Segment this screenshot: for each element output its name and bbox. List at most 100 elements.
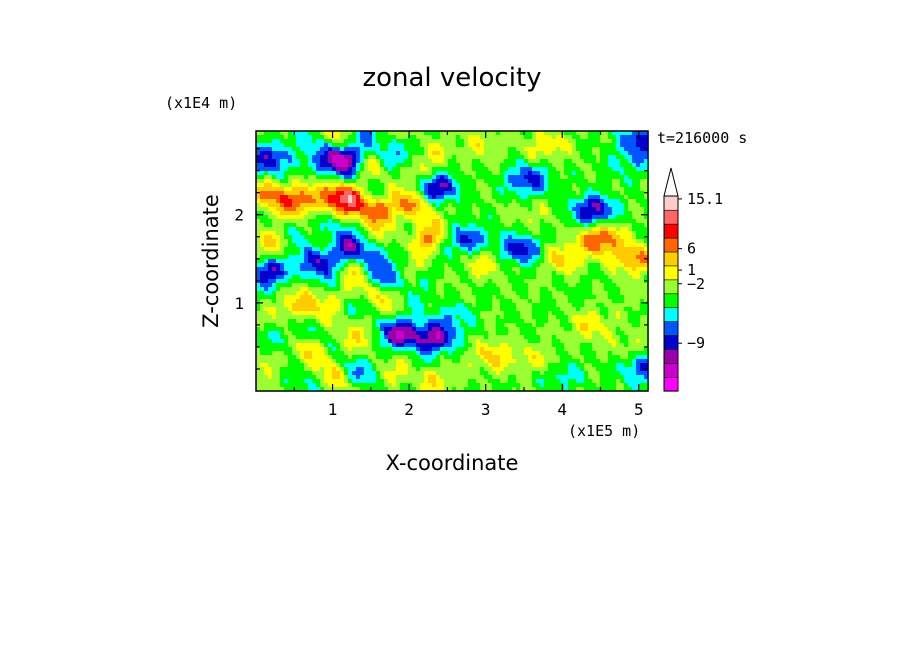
heatmap-cell bbox=[456, 263, 461, 268]
heatmap-cell bbox=[416, 323, 421, 328]
heatmap-cell bbox=[316, 227, 321, 232]
heatmap-cell bbox=[572, 199, 577, 204]
heatmap-cell bbox=[572, 207, 577, 212]
heatmap-cell bbox=[296, 239, 301, 244]
heatmap-cell bbox=[464, 151, 469, 156]
heatmap-cell bbox=[528, 167, 533, 172]
heatmap-cell bbox=[368, 307, 373, 312]
heatmap-cell bbox=[272, 199, 277, 204]
heatmap-cell bbox=[480, 163, 485, 168]
heatmap-cell bbox=[476, 175, 481, 180]
heatmap-cell bbox=[604, 135, 609, 140]
heatmap-cell bbox=[548, 267, 553, 272]
heatmap-cell bbox=[300, 255, 305, 260]
heatmap-cell bbox=[408, 187, 413, 192]
heatmap-cell bbox=[548, 287, 553, 292]
heatmap-cell bbox=[316, 291, 321, 296]
heatmap-cell bbox=[576, 147, 581, 152]
heatmap-cell bbox=[332, 199, 337, 204]
heatmap-cell bbox=[340, 287, 345, 292]
heatmap-cell bbox=[556, 315, 561, 320]
heatmap-cell bbox=[284, 131, 289, 136]
heatmap-cell bbox=[364, 323, 369, 328]
heatmap-cell bbox=[500, 135, 505, 140]
heatmap-cell bbox=[292, 243, 297, 248]
heatmap-cell bbox=[280, 267, 285, 272]
heatmap-cell bbox=[296, 163, 301, 168]
heatmap-cell bbox=[616, 147, 621, 152]
heatmap-cell bbox=[600, 219, 605, 224]
heatmap-cell bbox=[368, 271, 373, 276]
heatmap-cell bbox=[428, 223, 433, 228]
heatmap-cell bbox=[564, 251, 569, 256]
heatmap-cell bbox=[436, 283, 441, 288]
heatmap-cell bbox=[544, 171, 549, 176]
heatmap-cell bbox=[584, 215, 589, 220]
heatmap-cell bbox=[372, 231, 377, 236]
heatmap-cell bbox=[540, 195, 545, 200]
heatmap-cell bbox=[460, 319, 465, 324]
heatmap-cell bbox=[352, 223, 357, 228]
heatmap-cell bbox=[588, 271, 593, 276]
heatmap-cell bbox=[320, 243, 325, 248]
heatmap-cell bbox=[576, 231, 581, 236]
heatmap-cell bbox=[284, 139, 289, 144]
heatmap-cell bbox=[280, 319, 285, 324]
heatmap-cell bbox=[340, 331, 345, 336]
heatmap-cell bbox=[560, 163, 565, 168]
heatmap-cell bbox=[352, 263, 357, 268]
heatmap-cell bbox=[428, 195, 433, 200]
heatmap-cell bbox=[548, 135, 553, 140]
heatmap-cell bbox=[336, 319, 341, 324]
heatmap-cell bbox=[584, 195, 589, 200]
heatmap-cell bbox=[476, 227, 481, 232]
heatmap-cell bbox=[488, 227, 493, 232]
heatmap-cell bbox=[312, 135, 317, 140]
heatmap-cell bbox=[392, 259, 397, 264]
heatmap-cell bbox=[444, 255, 449, 260]
heatmap-cell bbox=[272, 271, 277, 276]
heatmap-cell bbox=[640, 239, 645, 244]
heatmap-cell bbox=[480, 323, 485, 328]
heatmap-cell bbox=[348, 151, 353, 156]
heatmap-cell bbox=[628, 263, 633, 268]
heatmap-cell bbox=[524, 311, 529, 316]
heatmap-cell bbox=[424, 323, 429, 328]
heatmap-cell bbox=[584, 275, 589, 280]
heatmap-cell bbox=[324, 227, 329, 232]
heatmap-cell bbox=[540, 323, 545, 328]
heatmap-cell bbox=[520, 319, 525, 324]
heatmap-cell bbox=[524, 183, 529, 188]
heatmap-cell bbox=[580, 155, 585, 160]
heatmap-cell bbox=[632, 291, 637, 296]
heatmap-cell bbox=[272, 223, 277, 228]
heatmap-cell bbox=[336, 311, 341, 316]
heatmap-cell bbox=[552, 287, 557, 292]
heatmap-cell bbox=[456, 307, 461, 312]
heatmap-cell bbox=[564, 143, 569, 148]
heatmap-cell bbox=[272, 315, 277, 320]
heatmap-cell bbox=[276, 291, 281, 296]
heatmap-cell bbox=[368, 207, 373, 212]
heatmap-cell bbox=[264, 235, 269, 240]
heatmap-cell bbox=[464, 171, 469, 176]
heatmap-cell bbox=[604, 235, 609, 240]
heatmap-cell bbox=[468, 171, 473, 176]
heatmap-cell bbox=[260, 279, 265, 284]
heatmap-cell bbox=[504, 331, 509, 336]
heatmap-cell bbox=[400, 311, 405, 316]
heatmap-cell bbox=[388, 171, 393, 176]
heatmap-cell bbox=[572, 295, 577, 300]
heatmap-cell bbox=[284, 327, 289, 332]
heatmap-cell bbox=[276, 267, 281, 272]
heatmap-cell bbox=[448, 187, 453, 192]
heatmap-cell bbox=[428, 203, 433, 208]
heatmap-cell bbox=[320, 231, 325, 236]
heatmap-cell bbox=[556, 203, 561, 208]
heatmap-cell bbox=[448, 191, 453, 196]
heatmap-cell bbox=[336, 331, 341, 336]
heatmap-cell bbox=[464, 291, 469, 296]
heatmap-cell bbox=[636, 167, 641, 172]
heatmap-cell bbox=[608, 195, 613, 200]
heatmap-cell bbox=[528, 151, 533, 156]
